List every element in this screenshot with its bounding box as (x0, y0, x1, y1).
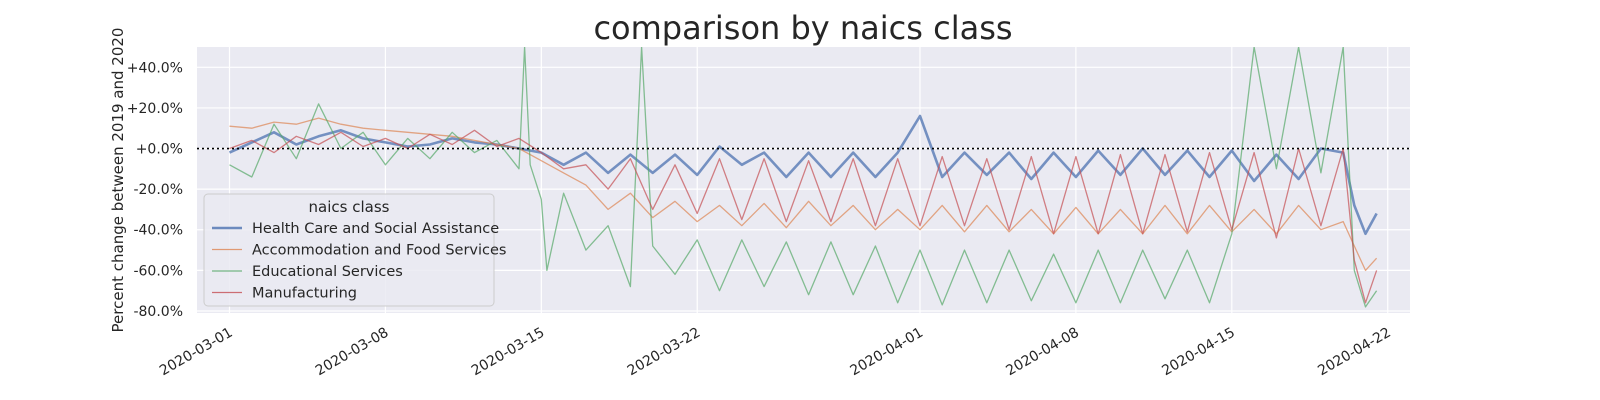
x-tick-label: 2020-03-22 (625, 325, 703, 380)
y-tick-label: -20.0% (133, 182, 183, 198)
series-line-health-care-and-social-assistance (228, 114, 1378, 236)
y-axis-label: Percent change between 2019 and 2020 (109, 28, 127, 333)
series-line-manufacturing (229, 129, 1378, 304)
series-line-educational-services (229, 47, 1378, 308)
legend-box (203, 193, 495, 307)
x-tick-label: 2020-03-08 (313, 325, 391, 380)
legend-title: naics class (309, 198, 390, 216)
x-tick-label: 2020-03-01 (157, 325, 235, 380)
series-line-accommodation-and-food-services (229, 117, 1378, 272)
y-tick-label: +20.0% (127, 101, 183, 117)
x-tick-label: 2020-04-22 (1315, 325, 1393, 380)
y-tick-label: +0.0% (136, 142, 183, 158)
x-tick-label: 2020-04-01 (848, 325, 926, 380)
x-tick-label: 2020-04-08 (1003, 325, 1081, 380)
x-tick-label: 2020-03-15 (469, 325, 547, 380)
y-tick-label: -40.0% (133, 223, 183, 239)
x-tick-label: 2020-04-15 (1159, 325, 1237, 380)
legend-label: Health Care and Social Assistance (252, 221, 499, 237)
legend-label: Accommodation and Food Services (252, 243, 507, 259)
y-tick-label: -60.0% (133, 263, 183, 279)
legend-label: Educational Services (252, 264, 403, 280)
x-axis-ticks: 2020-03-01 2020-03-08 2020-03-15 2020-03-22… (157, 325, 1394, 380)
y-tick-label: +40.0% (127, 60, 183, 76)
legend-label: Manufacturing (252, 286, 357, 302)
chart-title: comparison by naics class (593, 9, 1012, 47)
y-axis-ticks: +40.0% +20.0% +0.0% -20.0% -40.0% -60.0% -80.0… (127, 60, 183, 320)
y-tick-label: -80.0% (133, 304, 183, 320)
legend: naics class Health Care and Social Assis… (203, 193, 507, 307)
series-lines (228, 47, 1378, 308)
legend-entries: Health Care and Social Assistance Accommo… (212, 221, 507, 302)
